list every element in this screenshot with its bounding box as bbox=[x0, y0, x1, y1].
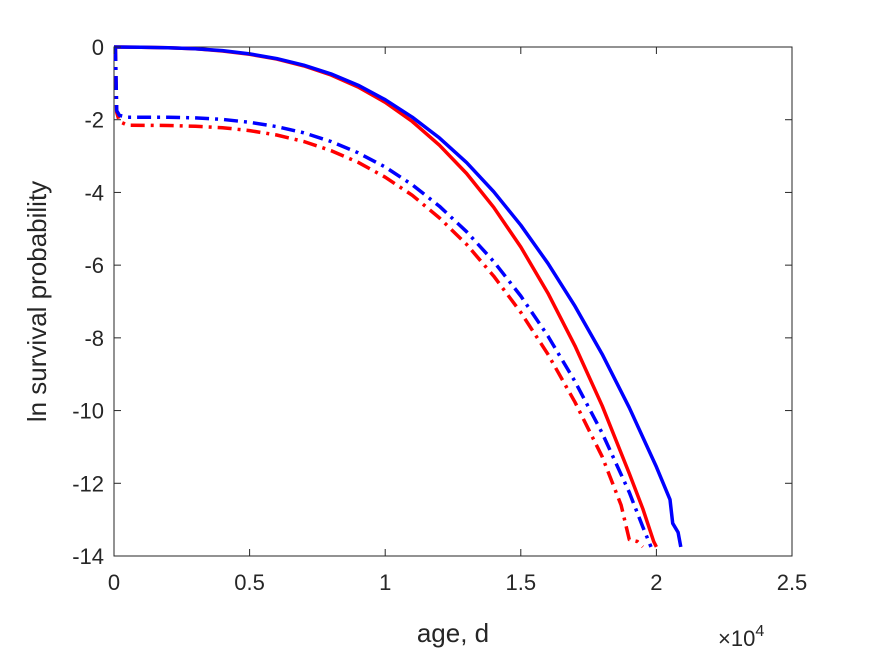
x-tick-label: 0.5 bbox=[234, 570, 265, 595]
x-axis-multiplier-base: ×10 bbox=[718, 626, 755, 651]
x-axis-label: age, d bbox=[417, 618, 489, 648]
y-tick-label: -2 bbox=[84, 108, 104, 133]
x-tick-label: 0 bbox=[108, 570, 120, 595]
y-tick-label: -14 bbox=[72, 544, 104, 569]
y-tick-label: -10 bbox=[72, 399, 104, 424]
plot-frame bbox=[113, 46, 793, 557]
x-axis-multiplier-exponent: 4 bbox=[755, 623, 764, 640]
y-tick-label: 0 bbox=[92, 35, 104, 60]
x-tick-label: 2 bbox=[650, 570, 662, 595]
series-line-1 bbox=[113, 45, 658, 548]
ticks-layer: 0 0.5 1 1.5 2 2.5 0 -2 -4 -6 -8 -10 -12 -14 bbox=[72, 35, 807, 595]
series-line-2 bbox=[113, 45, 683, 548]
plot-box bbox=[113, 46, 793, 557]
y-tick-label: -6 bbox=[84, 253, 104, 278]
series-layer bbox=[113, 45, 683, 549]
x-tick-label: 1 bbox=[379, 570, 391, 595]
x-tick-label: 1.5 bbox=[506, 570, 537, 595]
x-tick-label: 2.5 bbox=[777, 570, 808, 595]
y-tick-label: -4 bbox=[84, 180, 104, 205]
y-tick-label: -8 bbox=[84, 326, 104, 351]
x-axis-multiplier: ×104 bbox=[718, 623, 764, 651]
series-line-4 bbox=[113, 46, 653, 548]
y-tick-label: -12 bbox=[72, 471, 104, 496]
y-axis-label: ln survival probability bbox=[22, 181, 52, 422]
series-line-3 bbox=[113, 46, 645, 549]
